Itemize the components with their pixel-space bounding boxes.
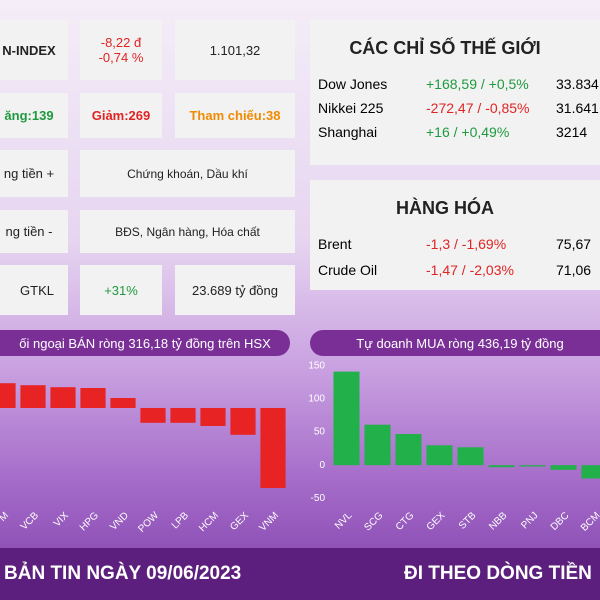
inflow-sectors: Chứng khoán, Dầu khí [80,150,295,197]
bar [230,408,256,435]
x-tick-label: VCB [19,510,42,533]
chart-title: ối ngoại BÁN ròng 316,18 tỷ đồng trên HS… [0,330,290,356]
text: Tự doanh MUA ròng 436,19 tỷ đồng [356,335,564,351]
bar [0,383,16,408]
bar [550,465,577,470]
x-tick-label: VIX [52,510,71,529]
y-tick-label: 0 [319,460,325,471]
bar [50,387,76,408]
inflow-label: ng tiền + [0,150,68,197]
bar [110,398,136,408]
row-name: Shanghai [318,124,378,140]
bar [364,424,391,466]
row-name: Brent [318,236,352,252]
row-value: 33.834 [556,76,599,92]
footer: BẢN TIN NGÀY 09/06/2023 ĐI THEO DÒNG TIỀ… [0,548,600,600]
row-change: -272,47 / -0,85% [426,100,530,116]
x-tick-label: HCM [197,510,221,534]
bar [581,465,600,479]
panel-title: HÀNG HÓA [396,198,494,218]
footer-date: BẢN TIN NGÀY 09/06/2023 [4,563,242,584]
index-value: 1.101,32 [175,20,295,80]
volume-value: 23.689 tỷ đồng [175,265,295,315]
row-change: +168,59 / +0,5% [426,76,529,92]
footer-slogan: ĐI THEO DÒNG TIỀN [404,563,592,584]
x-tick-label: CTG [394,510,417,533]
row-value: 31.641 [556,100,599,116]
world-panel: CÁC CHỈ SỐ THẾ GIỚI Dow Jones +168,59 / +… [310,20,600,165]
row-name: Nikkei 225 [318,100,384,116]
index-label: N-INDEX [0,20,68,80]
bar [457,447,484,466]
x-tick-label: NVL [333,510,355,532]
y-tick-label: 100 [308,393,325,404]
x-tick-label: LPB [170,510,191,531]
x-tick-label: GEX [425,510,448,533]
text: Giảm:269 [91,108,151,123]
row-value: 75,67 [556,236,592,252]
text: Chứng khoán, Dầu khí [127,166,248,181]
bar [333,371,360,466]
outflow-sectors: BĐS, Ngân hàng, Hóa chất [80,210,295,253]
volume-change: +31% [80,265,162,315]
x-tick-label: NBB [487,510,510,533]
x-tick-label: VNM [257,510,281,534]
row-value: 71,06 [556,262,592,278]
x-tick-label: M [0,510,11,524]
x-tick-label: POW [136,510,161,535]
row-value: 3214 [556,124,588,140]
x-tick-label: SCG [362,510,385,533]
text: -8,22 đ [100,35,142,50]
text: +31% [104,282,138,298]
bar [200,408,226,426]
text: -0,74 % [98,50,144,65]
x-tick-label: GEX [228,510,251,533]
text: Tham chiếu:38 [189,108,281,123]
ref-count: Tham chiếu:38 [175,93,295,138]
bar [519,465,546,467]
x-tick-label: BCM [579,510,600,534]
commodity-panel: HÀNG HÓA Brent -1,3 / -1,69% 75,67 Crude Oi… [310,180,600,290]
row-name: Dow Jones [318,76,388,92]
index-change: -8,22 đ -0,74 % [80,20,162,80]
panel-title: CÁC CHỈ SỐ THẾ GIỚI [349,38,541,58]
text: N-INDEX [2,42,56,58]
x-tick-label: DBC [549,510,572,533]
chart-title: Tự doanh MUA ròng 436,19 tỷ đồng [310,330,600,356]
bar [395,433,422,466]
text: ng tiền - [5,224,53,239]
outflow-label: ng tiền - [0,210,68,253]
row-name: Crude Oil [318,262,378,278]
text: ối ngoại BÁN ròng 316,18 tỷ đồng trên HS… [19,335,271,351]
row-change: -1,3 / -1,69% [426,236,507,252]
text: GTKL [20,282,54,298]
bar [140,408,166,423]
bar [260,408,286,488]
down-count: Giảm:269 [80,93,162,138]
row-change: +16 / +0,49% [426,124,510,140]
volume-label: GTKL [0,265,68,315]
x-tick-label: PNJ [519,510,540,531]
row-change: -1,47 / -2,03% [426,262,514,278]
bar [488,465,515,468]
bar [170,408,196,423]
bar [426,445,453,466]
x-tick-label: VND [108,510,131,533]
text: 23.689 tỷ đồng [191,282,279,298]
bar [80,388,106,408]
text: 1.101,32 [209,42,261,58]
y-tick-label: 150 [308,360,325,371]
text: BĐS, Ngân hàng, Hóa chất [115,224,260,239]
x-tick-label: HPG [78,510,101,533]
text: ăng:139 [4,108,54,123]
y-tick-label: 50 [314,427,326,438]
y-tick-label: -50 [311,493,326,504]
bar [20,385,46,408]
text: ng tiền + [3,166,55,181]
x-tick-label: STB [457,510,479,532]
up-count: ăng:139 [0,93,68,138]
